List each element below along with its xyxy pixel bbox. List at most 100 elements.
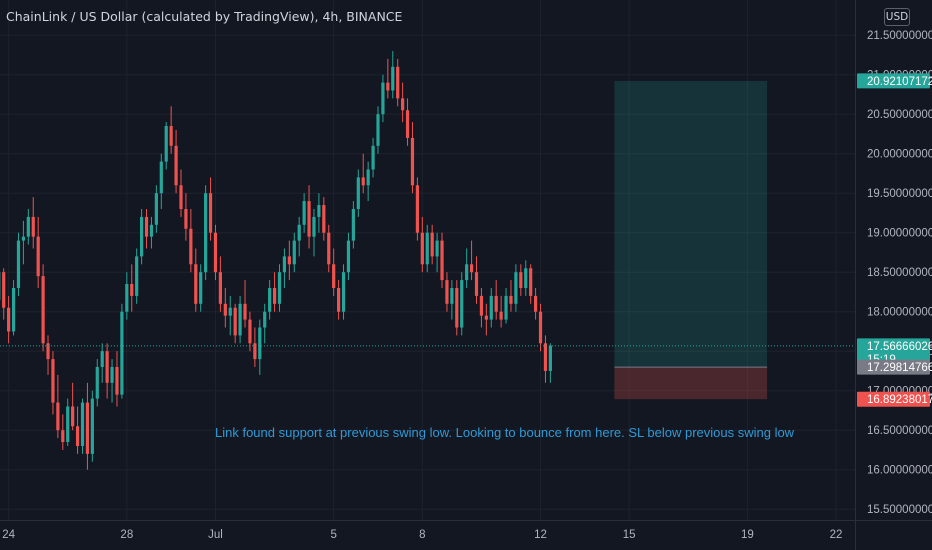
candle-body bbox=[233, 307, 237, 336]
candle-up bbox=[514, 264, 518, 312]
candle-down bbox=[484, 303, 488, 336]
candle-body bbox=[410, 137, 415, 186]
candle-body bbox=[287, 256, 291, 265]
candle-body bbox=[223, 303, 227, 316]
candle-up bbox=[504, 288, 508, 324]
candle-up bbox=[391, 51, 395, 99]
candle-body bbox=[489, 295, 493, 320]
candle-down bbox=[56, 374, 60, 439]
candle-body bbox=[474, 272, 479, 296]
candle-up bbox=[460, 272, 464, 336]
candle-down bbox=[499, 295, 503, 328]
candle-down bbox=[410, 122, 415, 194]
candle-body bbox=[16, 240, 21, 288]
candle-up bbox=[282, 248, 287, 288]
candle-body bbox=[66, 406, 70, 443]
candle-up bbox=[159, 153, 163, 209]
candle-body bbox=[381, 82, 385, 115]
candle-body bbox=[297, 224, 301, 241]
candle-body bbox=[445, 280, 449, 304]
candle-down bbox=[337, 280, 341, 320]
candle-body bbox=[253, 343, 257, 360]
candle-down bbox=[7, 295, 11, 344]
candle-down bbox=[401, 82, 405, 123]
candle-body bbox=[391, 66, 395, 91]
candle-up bbox=[317, 193, 321, 233]
candle-body bbox=[484, 315, 488, 320]
candle-up bbox=[489, 288, 493, 328]
candle-up bbox=[341, 264, 346, 320]
candle-body bbox=[450, 288, 454, 304]
candle-up bbox=[356, 169, 360, 217]
candle-up bbox=[120, 303, 124, 399]
chart-title: ChainLink / US Dollar (calculated by Tra… bbox=[6, 9, 403, 24]
time-axis[interactable]: 24 28 Jul 5 8 12 15 19 22 bbox=[0, 520, 932, 542]
time-tick-label: 19 bbox=[741, 529, 754, 541]
candle-down bbox=[494, 280, 498, 320]
candle-down bbox=[46, 335, 50, 375]
candle-body bbox=[263, 311, 267, 328]
candle-up bbox=[164, 122, 168, 170]
candle-body bbox=[11, 288, 16, 332]
candle-body bbox=[31, 216, 35, 237]
candle-body bbox=[174, 145, 178, 186]
candle-down bbox=[479, 288, 484, 328]
candle-down bbox=[386, 58, 390, 99]
candle-down bbox=[2, 268, 6, 320]
candle-up bbox=[140, 209, 144, 265]
candle-body bbox=[140, 216, 144, 257]
candle-down bbox=[130, 264, 134, 312]
candle-down bbox=[31, 197, 35, 249]
candle-down bbox=[543, 335, 548, 383]
candle-down bbox=[75, 406, 80, 454]
candle-down bbox=[272, 272, 277, 312]
candle-up bbox=[435, 232, 439, 273]
price-label-text: 17.29814766 bbox=[867, 362, 932, 374]
candle-down bbox=[115, 351, 119, 407]
candle-body bbox=[144, 216, 149, 237]
candle-down bbox=[469, 240, 474, 281]
candle-body bbox=[366, 169, 370, 186]
candle-body bbox=[46, 343, 50, 360]
candle-down bbox=[474, 256, 479, 304]
candle-down bbox=[440, 232, 444, 288]
candle-down bbox=[529, 264, 533, 304]
candle-down bbox=[253, 327, 257, 367]
candle-body bbox=[100, 351, 104, 367]
candle-body bbox=[184, 209, 188, 229]
candle-up bbox=[346, 232, 351, 281]
candle-body bbox=[85, 402, 90, 454]
candle-body bbox=[154, 193, 158, 225]
candle-body bbox=[386, 82, 390, 91]
candle-up bbox=[66, 398, 70, 446]
candle-down bbox=[61, 414, 65, 450]
candle-body bbox=[179, 185, 183, 209]
long-position-tool[interactable] bbox=[614, 80, 768, 400]
candle-body bbox=[524, 268, 528, 288]
candle-down bbox=[332, 248, 336, 296]
candle-body bbox=[302, 201, 306, 225]
candle-up bbox=[524, 260, 528, 296]
candle-body bbox=[272, 288, 277, 304]
candle-body bbox=[519, 272, 523, 288]
candle-up bbox=[204, 185, 208, 281]
candlestick-series bbox=[0, 51, 552, 470]
candle-body bbox=[194, 264, 198, 304]
candle-body bbox=[125, 284, 129, 312]
price-label-bg bbox=[857, 73, 930, 89]
candle-up bbox=[376, 106, 380, 154]
candle-body bbox=[159, 161, 163, 194]
candle-up bbox=[95, 359, 99, 407]
candle-down bbox=[218, 256, 222, 312]
candle-down bbox=[405, 98, 410, 146]
time-tick-label: 8 bbox=[419, 529, 425, 541]
candle-down bbox=[287, 240, 291, 281]
currency-button[interactable]: USD bbox=[884, 8, 910, 26]
candle-down bbox=[430, 224, 434, 265]
price-label-text: 16.89238017 bbox=[867, 394, 932, 406]
price-label: 17.29814766 bbox=[857, 359, 932, 375]
price-axis[interactable]: 15.5000000016.0000000016.5000000017.0000… bbox=[855, 0, 932, 550]
candle-down bbox=[420, 216, 424, 273]
candle-up bbox=[135, 248, 139, 304]
